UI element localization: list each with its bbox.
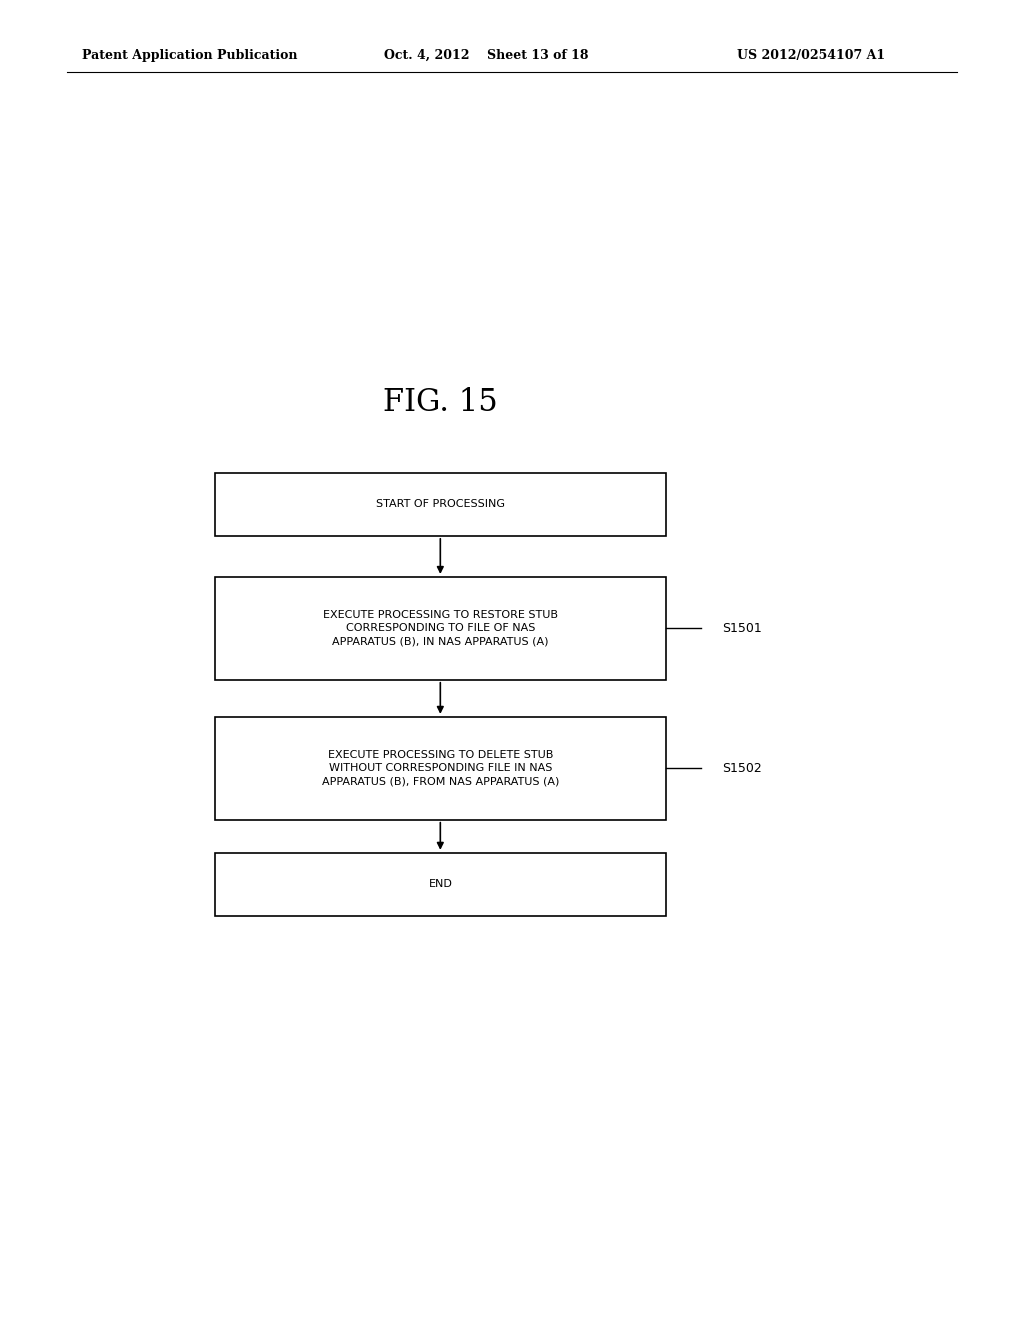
Text: EXECUTE PROCESSING TO DELETE STUB
WITHOUT CORRESPONDING FILE IN NAS
APPARATUS (B: EXECUTE PROCESSING TO DELETE STUB WITHOU… (322, 750, 559, 787)
Text: US 2012/0254107 A1: US 2012/0254107 A1 (737, 49, 886, 62)
Text: FIG. 15: FIG. 15 (383, 387, 498, 418)
Text: Patent Application Publication: Patent Application Publication (82, 49, 297, 62)
Bar (215, 577, 666, 680)
Text: S1501: S1501 (722, 622, 762, 635)
Bar (215, 473, 666, 536)
Bar (215, 717, 666, 820)
Text: EXECUTE PROCESSING TO RESTORE STUB
CORRESPONDING TO FILE OF NAS
APPARATUS (B), I: EXECUTE PROCESSING TO RESTORE STUB CORRE… (323, 610, 558, 647)
Text: Oct. 4, 2012    Sheet 13 of 18: Oct. 4, 2012 Sheet 13 of 18 (384, 49, 589, 62)
Text: S1502: S1502 (722, 762, 762, 775)
Text: END: END (428, 879, 453, 890)
Bar (215, 853, 666, 916)
Text: START OF PROCESSING: START OF PROCESSING (376, 499, 505, 510)
